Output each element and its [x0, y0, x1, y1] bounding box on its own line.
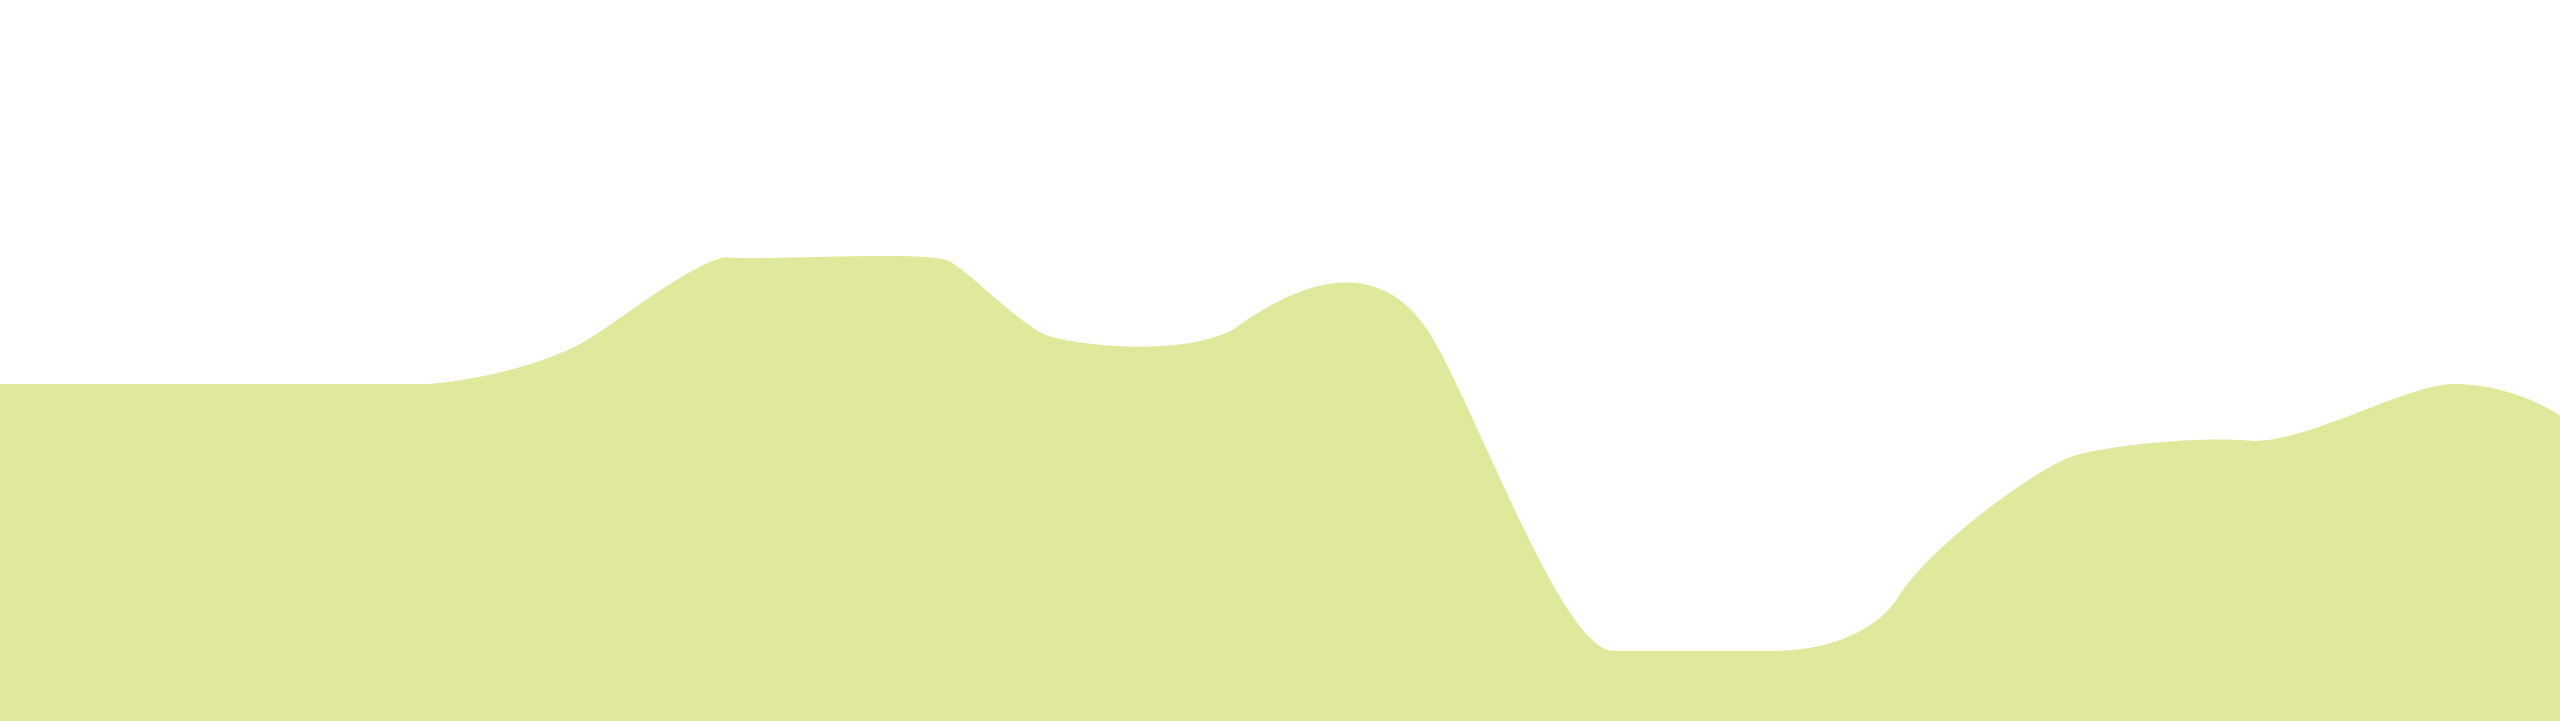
wave-shape [0, 256, 2560, 721]
